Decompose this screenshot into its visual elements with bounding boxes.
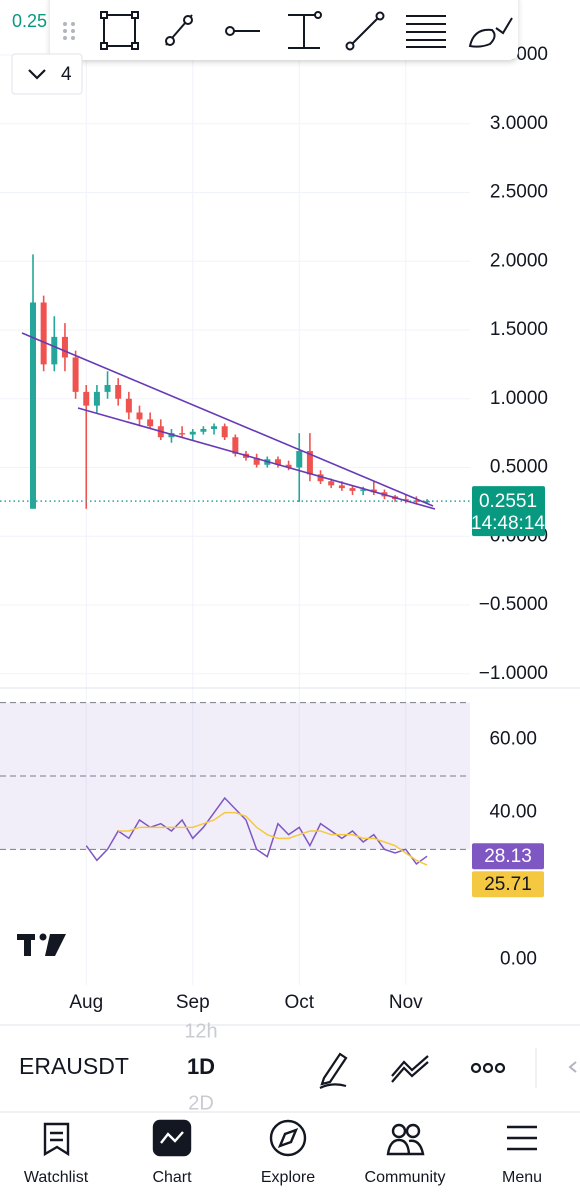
y-tick-label: 1.0000 [490, 388, 548, 409]
price-badge [472, 486, 545, 537]
rsi-badge-value: 28.13 [484, 846, 532, 867]
candle-body [115, 385, 122, 399]
candle-body [72, 357, 79, 392]
candle-body [179, 433, 186, 435]
rsi-line [118, 811, 428, 866]
candle-body [83, 391, 90, 406]
candle-body [189, 431, 196, 435]
explore-needle [277, 1127, 299, 1149]
rsi-badge [472, 843, 544, 870]
rectangle-tool[interactable] [100, 11, 139, 50]
interval[interactable]: 1D [187, 1054, 215, 1079]
candle-body [61, 336, 68, 358]
candle-body [317, 474, 324, 482]
trend-line-lower [77, 407, 436, 510]
candle-body [402, 499, 409, 501]
nav-label[interactable]: Chart [152, 1169, 192, 1186]
ray-tool[interactable] [225, 26, 260, 36]
y-tick-label: 0.00 [500, 948, 537, 969]
rsi-badge-value: 25.71 [484, 874, 532, 895]
x-tick-label: Sep [176, 992, 210, 1013]
candle-body [253, 457, 260, 465]
chart-icon-line [160, 1131, 184, 1144]
candle-body [413, 500, 420, 502]
candle-body [338, 485, 345, 489]
candle-body [51, 336, 58, 365]
price-badge-value: 0.2551 [479, 491, 537, 512]
explore-icon[interactable] [269, 1119, 307, 1157]
candle-body [424, 501, 431, 503]
candle-body [221, 426, 228, 438]
y-tick-label: 3.0000 [490, 113, 548, 134]
rsi-line [85, 796, 428, 866]
rsi-badge [472, 871, 544, 898]
x-tick-label: Nov [389, 992, 423, 1013]
nav-label[interactable]: Community [365, 1169, 446, 1186]
candle-body [93, 391, 100, 406]
tv-logo [17, 933, 66, 956]
dropdown-box[interactable] [11, 53, 83, 95]
price-range-tool[interactable] [288, 11, 322, 49]
x-tick-label: Oct [284, 992, 314, 1013]
line-tool[interactable] [345, 11, 385, 51]
candle-body [211, 426, 218, 429]
menu-icon[interactable] [507, 1125, 537, 1151]
candle-body [296, 451, 303, 468]
chevron [28, 69, 46, 80]
brush-tool[interactable] [468, 17, 513, 48]
trend-line-upper [21, 332, 434, 507]
candle-body [40, 302, 47, 365]
y-tick-label: −0.5000 [479, 594, 548, 615]
nav-label[interactable]: Watchlist [24, 1169, 89, 1186]
community-icon[interactable] [386, 1123, 425, 1156]
nav-label[interactable]: Explore [261, 1169, 315, 1186]
drawing-toolbar [50, 0, 518, 60]
candle-body [147, 419, 154, 427]
more-button[interactable] [470, 1062, 506, 1074]
draw-button[interactable] [319, 1052, 348, 1089]
dropdown-count: 4 [61, 64, 72, 85]
candle-body [306, 451, 313, 475]
object-dropdown[interactable]: 4 [11, 53, 83, 95]
candle-body [30, 302, 36, 509]
nav-label[interactable]: Menu [502, 1169, 542, 1186]
y-tick-label: 60.00 [489, 728, 537, 749]
watchlist-icon[interactable] [43, 1122, 70, 1157]
chart-layer: −1.0000−0.50000.00000.50001.00001.50002.… [0, 0, 580, 1013]
candle-body [328, 481, 335, 486]
y-tick-label: 2.0000 [490, 250, 548, 271]
nav-labels: Watchlist Chart Explore Community Menu [24, 1169, 542, 1186]
price-countdown: 14:48:14 [471, 513, 545, 534]
candle-body [349, 488, 356, 491]
y-tick-label: 2.5000 [490, 182, 548, 203]
interval-prev[interactable]: 12h [184, 1020, 217, 1042]
candle-body [125, 398, 132, 413]
y-tick-label: 40.00 [489, 802, 537, 823]
y-tick-label: 0.5000 [490, 457, 548, 478]
interval-next[interactable]: 2D [188, 1092, 214, 1114]
candle-body [232, 437, 239, 454]
trend-tool[interactable] [165, 14, 193, 46]
legend-price: 0.25 [12, 11, 47, 31]
y-tick-label: 1.5000 [490, 319, 548, 340]
candle-body [360, 489, 367, 491]
candle-body [274, 459, 281, 465]
candle-body [285, 464, 292, 468]
candle-body [104, 385, 111, 392]
indicators-button[interactable] [391, 1055, 429, 1083]
drag-handle [63, 22, 75, 40]
candle-body [200, 429, 207, 432]
symbol[interactable]: ERAUSDT [19, 1053, 129, 1079]
toolbar-bg [50, 0, 518, 60]
y-tick-label: −1.0000 [479, 663, 548, 684]
scroll-arrow[interactable] [568, 1061, 577, 1073]
fib-tool[interactable] [406, 15, 446, 48]
x-tick-label: Aug [69, 992, 103, 1013]
candle-body [136, 412, 143, 420]
